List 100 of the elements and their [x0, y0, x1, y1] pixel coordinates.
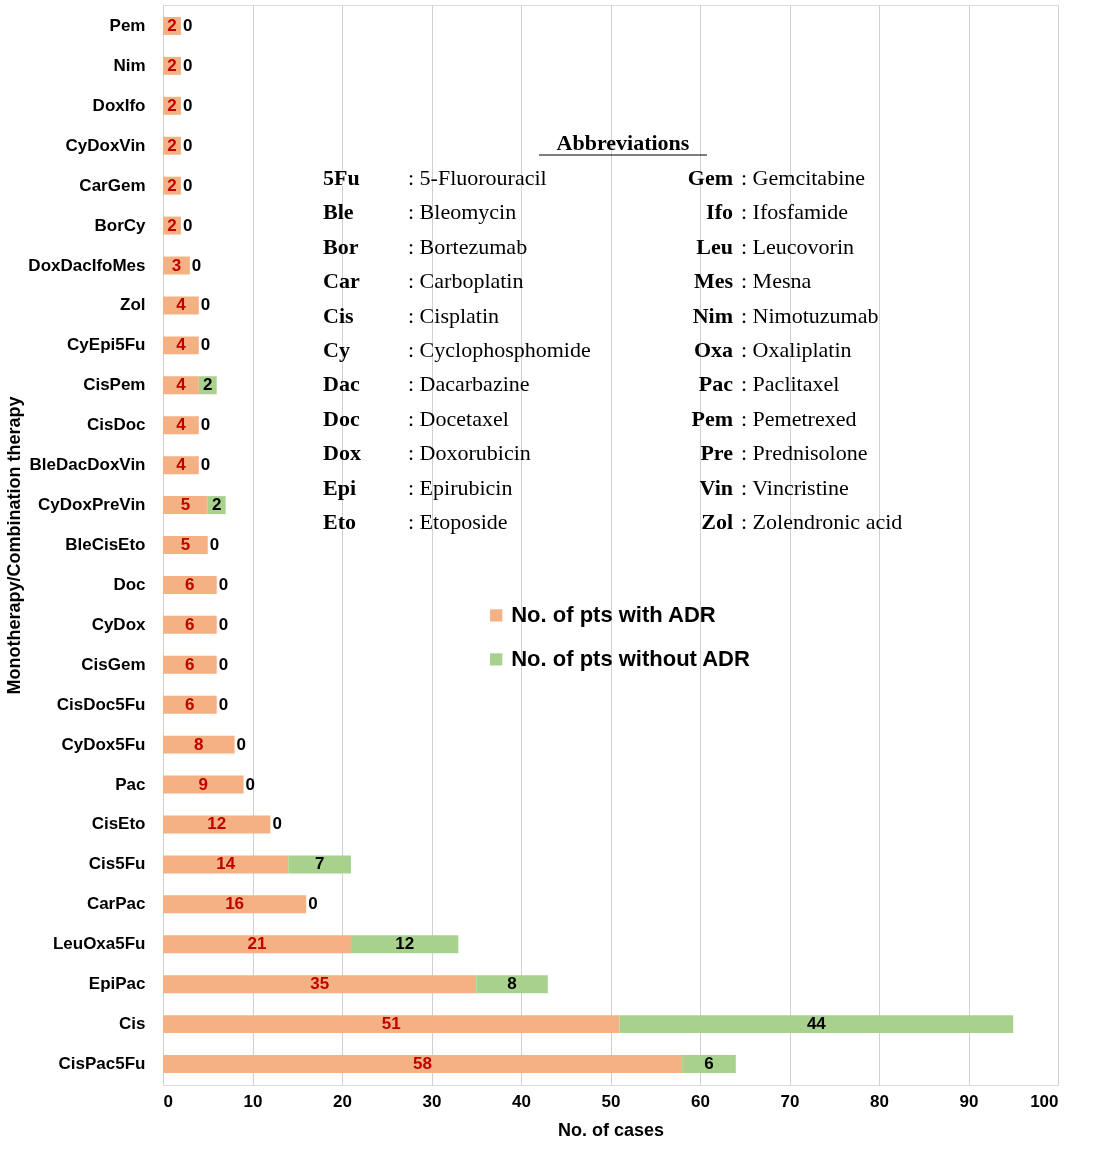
text: Doc : Docetaxel	[323, 405, 509, 431]
y-tick-label: CisEto	[91, 814, 146, 834]
x-tick-label: 50	[601, 1091, 621, 1111]
data-label: 4	[176, 375, 187, 395]
text: Epi : Epirubicin	[323, 474, 513, 500]
data-label: 0	[200, 335, 211, 355]
data-label: 9	[198, 774, 209, 794]
y-tick-label: CyEpi5Fu	[67, 335, 146, 355]
y-tick-label: CyDox5Fu	[61, 734, 146, 754]
data-label: 5	[180, 535, 191, 554]
y-tick-label: Cis5Fu	[88, 854, 146, 874]
bar	[163, 735, 235, 754]
x-tick-label: 30	[422, 1091, 442, 1111]
y-tick-label: CisGem	[81, 654, 146, 674]
x-tick-label: 20	[333, 1091, 352, 1111]
y-tick-label: BorCy	[94, 215, 147, 235]
data-label: 2	[167, 55, 177, 75]
data-label: 2	[211, 495, 222, 515]
text: Pac : Paclitaxel	[698, 371, 840, 397]
data-label: 16	[225, 894, 245, 914]
text: Leu : Leucovorin	[696, 233, 855, 259]
data-label: 0	[218, 654, 229, 674]
data-label: 0	[209, 535, 220, 554]
bar	[163, 615, 217, 634]
data-label: 0	[308, 894, 318, 914]
data-label: 0	[182, 215, 193, 235]
data-label: 3	[171, 255, 182, 275]
data-label: 0	[218, 574, 229, 594]
x-tick-label: 70	[780, 1091, 800, 1111]
data-label: 8	[194, 734, 204, 754]
data-label: 21	[247, 934, 267, 954]
data-label: 0	[182, 95, 193, 115]
text: 5Fu : 5-Fluorouracil	[323, 165, 547, 190]
y-axis-title: Monotherapy/Combination therapy	[4, 396, 25, 695]
data-label: 51	[381, 1014, 401, 1034]
bar	[163, 575, 217, 594]
data-label: 2	[167, 175, 177, 195]
data-label: 2	[167, 15, 177, 35]
text: Oxa : Oxaliplatin	[693, 337, 852, 362]
y-tick-label: CisPem	[83, 375, 146, 395]
text: Bor : Bortezumab	[323, 233, 528, 259]
data-label: 0	[182, 55, 193, 75]
y-tick-label: EpiPac	[88, 974, 146, 994]
data-label: 5	[180, 495, 191, 515]
data-label: 4	[176, 415, 187, 435]
data-label: 6	[185, 574, 195, 594]
data-label: 12	[207, 814, 227, 834]
data-label: 6	[704, 1054, 714, 1074]
x-tick-label: 10	[243, 1091, 263, 1111]
x-tick-label: 100	[1030, 1091, 1059, 1111]
text: Zol : Zolendronic acid	[701, 509, 903, 534]
data-label: 6	[185, 654, 195, 674]
data-label: 0	[182, 15, 193, 35]
data-label: 2	[167, 95, 177, 115]
x-axis-title: No. of cases	[557, 1119, 665, 1140]
data-label: 0	[191, 255, 202, 275]
text: Dac : Dacarbazine	[323, 371, 530, 397]
legend-label: No. of pts without ADR	[511, 646, 750, 672]
x-tick-label: 90	[959, 1091, 979, 1111]
y-tick-label: CisDoc5Fu	[56, 694, 146, 714]
text: Vin : Vincristine	[699, 474, 849, 500]
text: Car : Carboplatin	[323, 268, 524, 294]
text: Mes : Mesna	[693, 268, 812, 294]
data-label: 44	[806, 1014, 827, 1034]
bar	[350, 935, 459, 954]
bar	[163, 496, 208, 515]
text: Cy : Cyclophosphomide	[323, 337, 591, 362]
data-label: 0	[200, 455, 211, 475]
data-label: 0	[182, 135, 193, 155]
data-label: 2	[203, 375, 213, 395]
data-label: 0	[200, 295, 211, 315]
bar	[163, 815, 271, 834]
data-label: 2	[167, 215, 177, 235]
data-label: 4	[176, 295, 187, 315]
data-label: 0	[272, 814, 282, 834]
data-label: 14	[216, 854, 236, 874]
bar	[163, 1055, 683, 1074]
legend-label: No. of pts with ADR	[511, 602, 716, 628]
text: Dox : Doxorubicin	[323, 440, 531, 466]
y-tick-label: Cis	[119, 1014, 146, 1034]
data-label: 4	[176, 455, 187, 475]
annotation: Abbreviations	[556, 130, 690, 155]
text: Ble : Bleomycin	[323, 199, 517, 225]
bar	[288, 855, 351, 874]
x-tick-label: 60	[691, 1091, 710, 1111]
y-tick-label: CyDox	[91, 614, 147, 634]
data-label: 0	[245, 774, 256, 794]
y-tick-label: Nim	[113, 55, 146, 75]
text: Nim : Nimotuzumab	[692, 302, 879, 328]
bar	[163, 855, 289, 874]
y-tick-label: CisDoc	[86, 415, 146, 435]
bar	[163, 536, 208, 554]
y-tick-label: Pem	[109, 15, 146, 35]
bar	[476, 975, 548, 994]
y-tick-label: Zol	[120, 295, 146, 315]
text: Pre : Prednisolone	[700, 440, 868, 466]
data-label: 0	[218, 694, 229, 714]
bar	[163, 975, 477, 994]
text: Pem : Pemetrexed	[691, 405, 857, 431]
bar	[163, 1015, 620, 1034]
